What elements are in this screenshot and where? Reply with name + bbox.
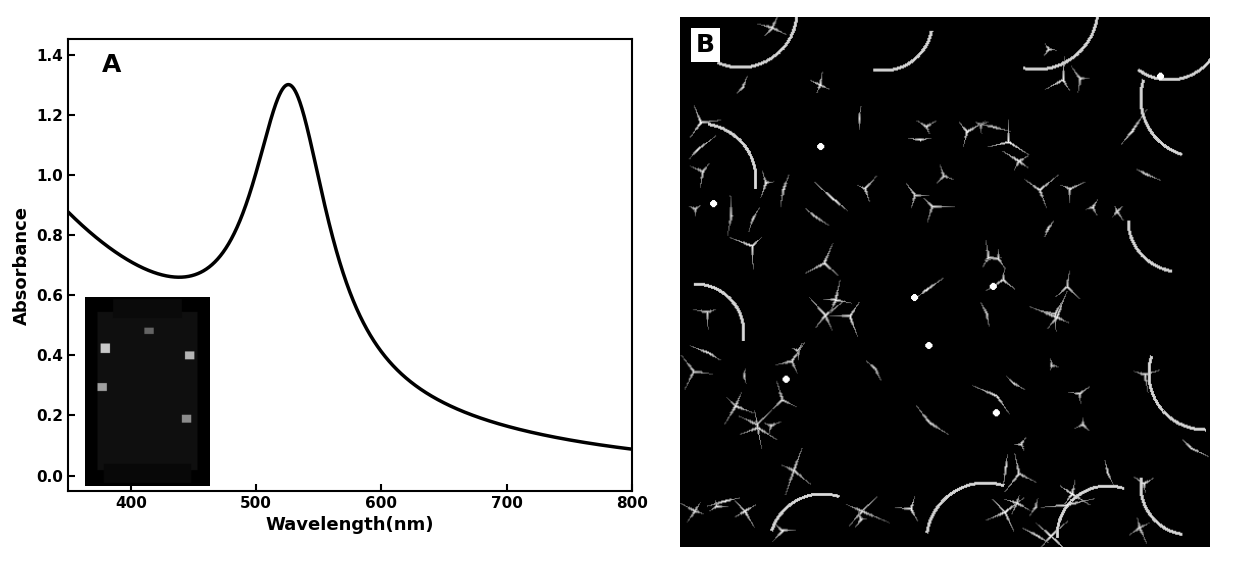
Text: A: A — [102, 53, 121, 77]
Text: B: B — [695, 33, 715, 57]
X-axis label: Wavelength(nm): Wavelength(nm) — [266, 516, 434, 534]
Y-axis label: Absorbance: Absorbance — [12, 206, 31, 324]
